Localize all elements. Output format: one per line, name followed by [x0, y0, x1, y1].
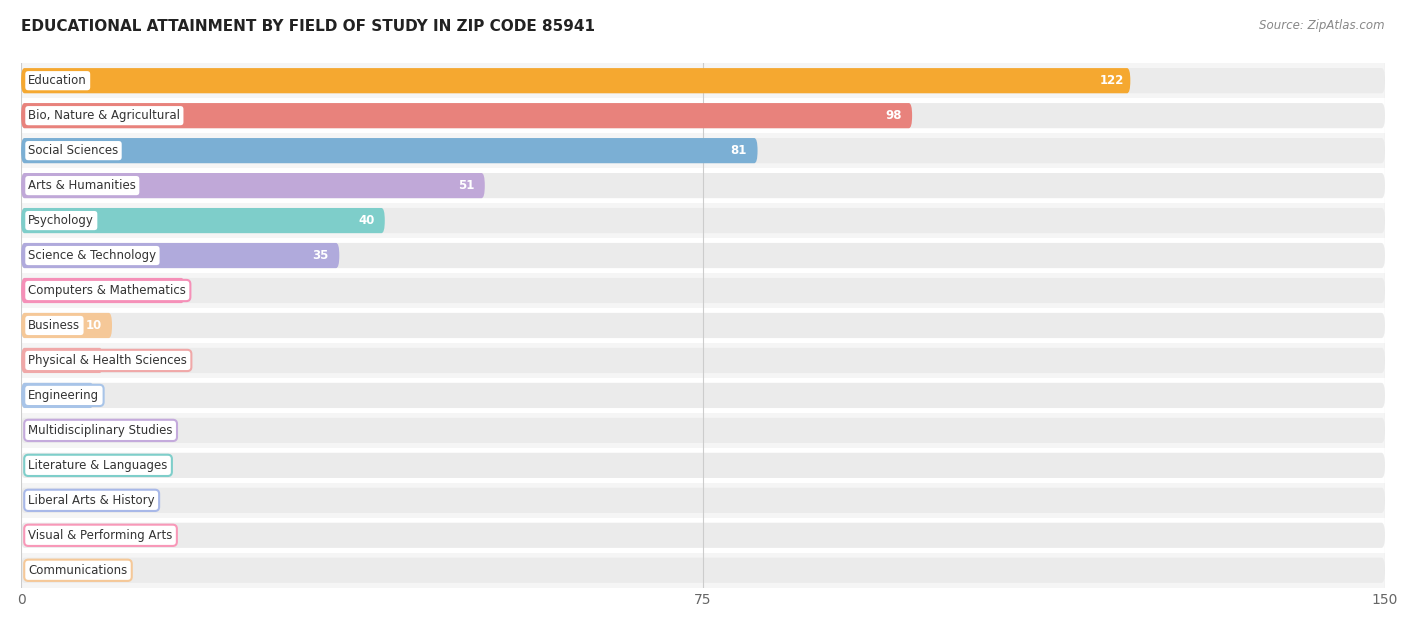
Text: 0: 0 — [35, 564, 42, 577]
FancyBboxPatch shape — [350, 212, 382, 229]
Text: Literature & Languages: Literature & Languages — [28, 459, 167, 472]
FancyBboxPatch shape — [21, 313, 1385, 338]
FancyBboxPatch shape — [21, 138, 758, 163]
FancyBboxPatch shape — [21, 138, 1385, 163]
Text: Psychology: Psychology — [28, 214, 94, 227]
Text: 0: 0 — [35, 529, 42, 542]
Bar — [21, 238, 1385, 273]
FancyBboxPatch shape — [21, 348, 103, 373]
Text: Liberal Arts & History: Liberal Arts & History — [28, 494, 155, 507]
Text: Engineering: Engineering — [28, 389, 100, 402]
Bar — [21, 168, 1385, 203]
Text: Social Sciences: Social Sciences — [28, 144, 118, 157]
Text: Source: ZipAtlas.com: Source: ZipAtlas.com — [1260, 19, 1385, 32]
Text: 8: 8 — [72, 389, 79, 402]
Text: Arts & Humanities: Arts & Humanities — [28, 179, 136, 192]
FancyBboxPatch shape — [21, 278, 1385, 303]
FancyBboxPatch shape — [723, 142, 755, 160]
Text: 9: 9 — [80, 354, 89, 367]
FancyBboxPatch shape — [21, 383, 1385, 408]
Bar — [21, 553, 1385, 588]
Text: 0: 0 — [35, 459, 42, 472]
Text: Education: Education — [28, 74, 87, 87]
FancyBboxPatch shape — [21, 173, 485, 198]
FancyBboxPatch shape — [21, 313, 112, 338]
Text: Business: Business — [28, 319, 80, 332]
FancyBboxPatch shape — [21, 278, 184, 303]
Bar — [21, 413, 1385, 448]
Bar — [21, 483, 1385, 518]
Text: 40: 40 — [359, 214, 374, 227]
Bar — [21, 518, 1385, 553]
Text: 0: 0 — [35, 494, 42, 507]
FancyBboxPatch shape — [69, 351, 100, 370]
Bar — [21, 63, 1385, 98]
Bar — [21, 308, 1385, 343]
FancyBboxPatch shape — [450, 176, 482, 195]
Text: Science & Technology: Science & Technology — [28, 249, 156, 262]
Text: Communications: Communications — [28, 564, 128, 577]
Text: Visual & Performing Arts: Visual & Performing Arts — [28, 529, 173, 542]
FancyBboxPatch shape — [877, 107, 910, 125]
FancyBboxPatch shape — [21, 243, 1385, 268]
FancyBboxPatch shape — [150, 281, 181, 300]
Text: 122: 122 — [1099, 74, 1123, 87]
FancyBboxPatch shape — [21, 418, 1385, 443]
Bar — [21, 133, 1385, 168]
FancyBboxPatch shape — [21, 208, 1385, 233]
FancyBboxPatch shape — [21, 348, 1385, 373]
FancyBboxPatch shape — [21, 103, 912, 128]
Bar — [21, 448, 1385, 483]
Text: Physical & Health Sciences: Physical & Health Sciences — [28, 354, 187, 367]
Bar — [21, 343, 1385, 378]
FancyBboxPatch shape — [21, 243, 339, 268]
FancyBboxPatch shape — [21, 68, 1385, 94]
FancyBboxPatch shape — [305, 246, 336, 265]
FancyBboxPatch shape — [21, 488, 1385, 513]
Text: EDUCATIONAL ATTAINMENT BY FIELD OF STUDY IN ZIP CODE 85941: EDUCATIONAL ATTAINMENT BY FIELD OF STUDY… — [21, 19, 595, 34]
Text: 10: 10 — [86, 319, 101, 332]
FancyBboxPatch shape — [21, 173, 1385, 198]
FancyBboxPatch shape — [59, 386, 91, 404]
FancyBboxPatch shape — [21, 208, 385, 233]
Text: 81: 81 — [731, 144, 747, 157]
FancyBboxPatch shape — [21, 68, 1130, 94]
Text: 98: 98 — [886, 109, 901, 122]
Text: Bio, Nature & Agricultural: Bio, Nature & Agricultural — [28, 109, 180, 122]
FancyBboxPatch shape — [21, 557, 1385, 583]
FancyBboxPatch shape — [21, 453, 1385, 478]
Bar — [21, 203, 1385, 238]
Text: Computers & Mathematics: Computers & Mathematics — [28, 284, 186, 297]
FancyBboxPatch shape — [1095, 71, 1128, 90]
Bar — [21, 98, 1385, 133]
FancyBboxPatch shape — [21, 523, 1385, 548]
Bar — [21, 378, 1385, 413]
Text: 0: 0 — [35, 424, 42, 437]
Bar — [21, 273, 1385, 308]
FancyBboxPatch shape — [21, 103, 1385, 128]
Text: 18: 18 — [157, 284, 174, 297]
Text: 35: 35 — [312, 249, 329, 262]
Text: Multidisciplinary Studies: Multidisciplinary Studies — [28, 424, 173, 437]
Text: 51: 51 — [458, 179, 474, 192]
FancyBboxPatch shape — [21, 383, 94, 408]
FancyBboxPatch shape — [77, 317, 110, 334]
